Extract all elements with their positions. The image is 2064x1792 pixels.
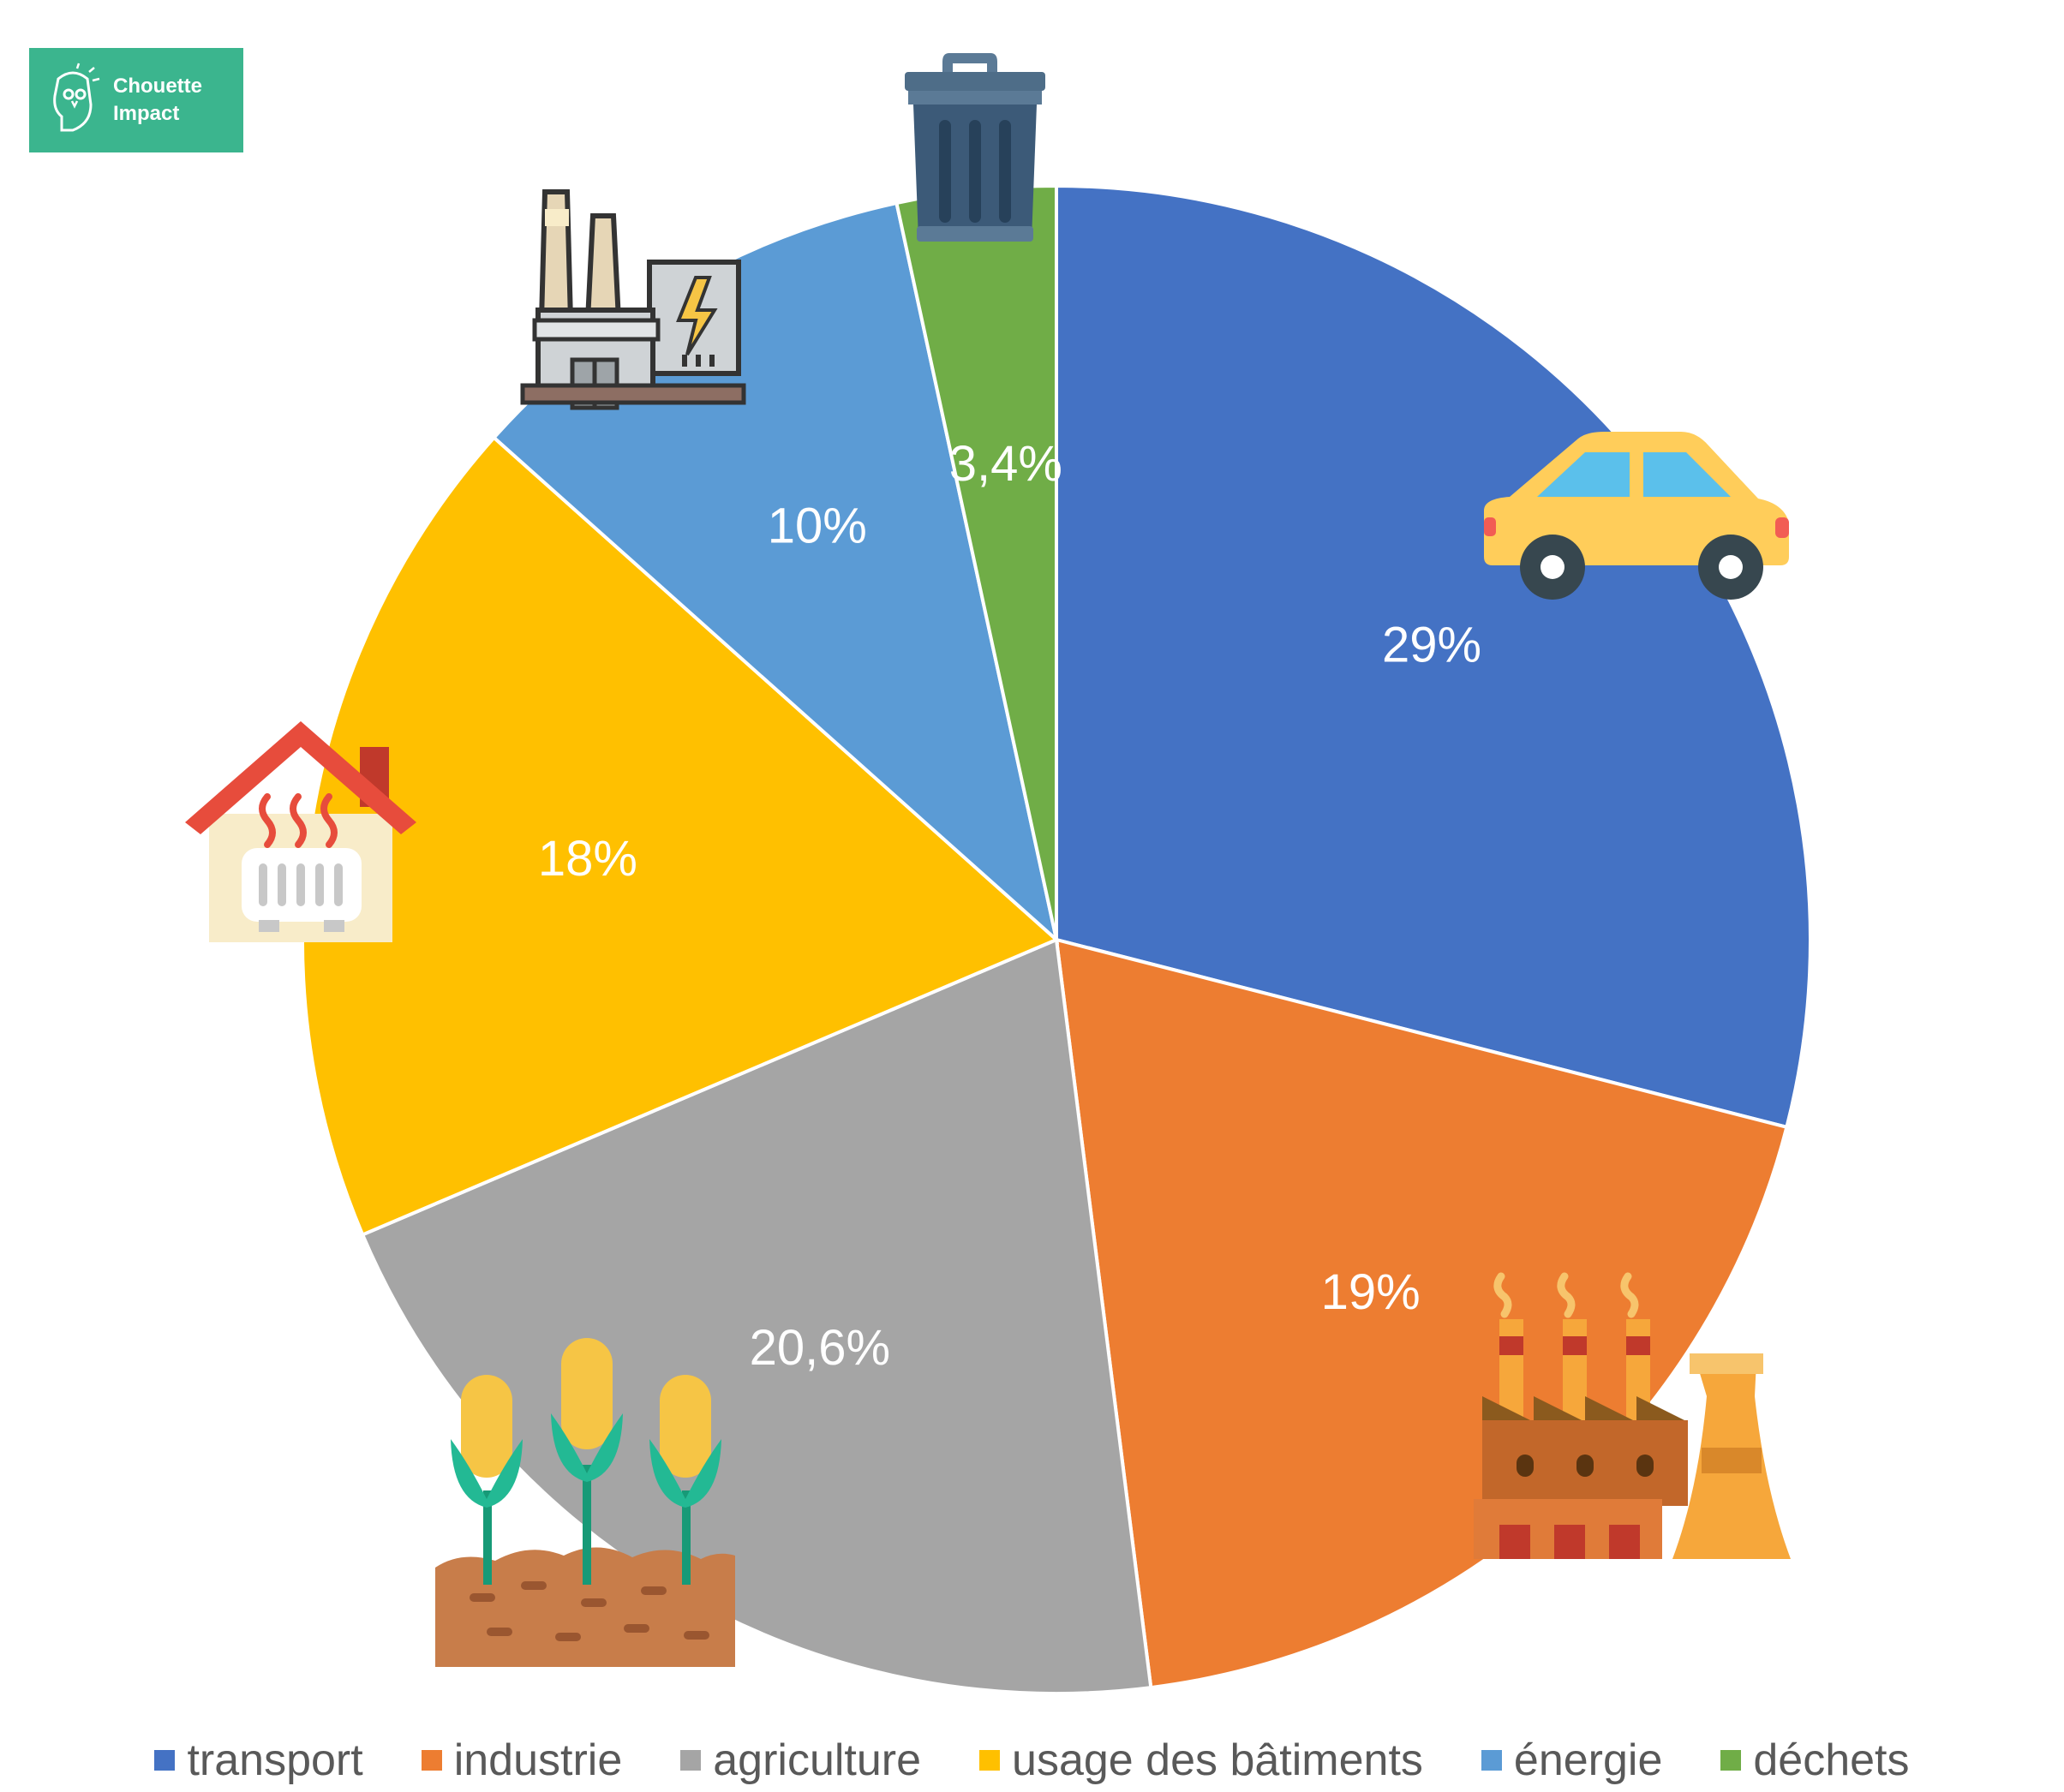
legend-item: transport [154, 1735, 363, 1786]
legend-swatch [421, 1750, 442, 1771]
pie-labels: 29% 19% 20,6% 18% 10% 3,4% [538, 436, 1481, 1376]
power-plant-icon [520, 189, 746, 410]
legend-label: déchets [1753, 1735, 1910, 1785]
legend-swatch [1481, 1750, 1502, 1771]
legend-swatch [1720, 1750, 1742, 1771]
legend-item: agriculture [680, 1735, 921, 1786]
trash-can-icon [905, 53, 1045, 242]
legend-label: agriculture [713, 1735, 922, 1785]
legend-swatch [154, 1750, 176, 1771]
legend-label: transport [187, 1735, 363, 1785]
corn-field-icon [435, 1338, 735, 1667]
legend-label: énergie [1513, 1735, 1663, 1785]
legend-swatch [979, 1750, 1001, 1771]
slice-label-déchets: 3,4% [949, 436, 1062, 492]
factory-icon [1474, 1272, 1791, 1559]
chart-legend: transport industrie agriculture usage des b… [0, 1730, 2064, 1790]
logo-line-2: Impact [113, 102, 180, 125]
legend-label: industrie [453, 1735, 623, 1785]
slice-label-industrie: 19% [1321, 1264, 1421, 1320]
legend-item: usage des bâtiments [979, 1735, 1423, 1786]
slice-label-usage-des-bâtiments: 18% [538, 831, 637, 887]
heated-house-icon [185, 721, 416, 942]
logo-line-1: Chouette [113, 75, 202, 98]
legend-swatch [680, 1750, 702, 1771]
legend-item: industrie [421, 1735, 623, 1786]
brand-logo: Chouette Impact [29, 48, 243, 152]
legend-label: usage des bâtiments [1012, 1735, 1423, 1785]
slice-label-énergie: 10% [768, 498, 867, 553]
legend-item: énergie [1481, 1735, 1662, 1786]
legend-item: déchets [1720, 1735, 1910, 1786]
owl-logo-icon [53, 63, 100, 132]
car-icon [1484, 432, 1789, 600]
slice-label-agriculture: 20,6% [750, 1320, 890, 1376]
slice-label-transport: 29% [1382, 618, 1481, 673]
